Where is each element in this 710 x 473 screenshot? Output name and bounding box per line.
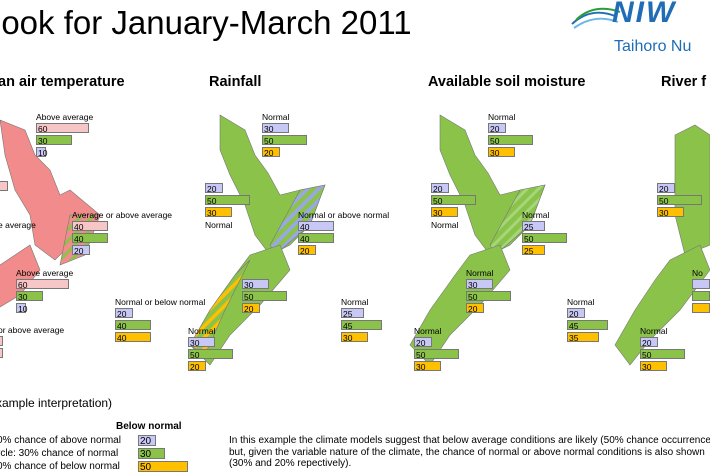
- temp-west-above-bar: [0, 181, 8, 191]
- river-ne-south-normal-bar: [692, 291, 710, 301]
- map-title-rainfall: Rainfall: [209, 74, 262, 90]
- rain-ne-south-normal-bar: 50: [242, 291, 287, 302]
- soil-north-above-bar: 20: [488, 123, 506, 134]
- map-title-temperature: an air temperature: [0, 74, 125, 90]
- river-west-normal-bar: 50: [657, 195, 702, 206]
- temp-sw-bar-2: [0, 348, 3, 358]
- river-west-above-bar: 20: [657, 183, 675, 194]
- rain-west-south-below-bar: 40: [115, 332, 151, 343]
- soil-west-south-label: Normal: [341, 297, 369, 307]
- soil-ne-south-normal-bar: 50: [466, 291, 511, 302]
- temp-north-below-bar: 10: [36, 147, 48, 158]
- river-west-south-normal-bar: 45: [567, 320, 608, 331]
- soil-west-south-normal-bar: 45: [341, 320, 382, 331]
- soil-ne-south-above-bar: 30: [466, 279, 493, 290]
- map-title-river: River f: [661, 74, 707, 90]
- example-line-2: rcle: 30% chance of normal: [0, 448, 119, 459]
- rain-ne-south-below-bar: 20: [242, 303, 260, 314]
- rain-east-south-above-bar: 30: [188, 337, 215, 348]
- rain-east-south-normal-bar: 50: [188, 349, 233, 360]
- river-east-south-below-bar: 30: [640, 361, 667, 372]
- soil-west-south-above-bar: 25: [341, 308, 364, 319]
- example-bar-above: 20: [138, 435, 156, 447]
- rain-west-above-bar: 20: [205, 183, 223, 194]
- temp-east-above-bar: 40: [72, 221, 108, 232]
- page-title: look for January-March 2011: [0, 4, 412, 41]
- rain-west-normal-bar: 50: [205, 195, 250, 206]
- soil-east-south-above-bar: 20: [414, 337, 432, 348]
- example-heading: xample interpretation): [0, 396, 113, 410]
- rain-west-south-normal-bar: 40: [115, 320, 151, 331]
- logo-wordmark: NIW: [612, 0, 677, 29]
- temp-east-normal-bar: 40: [72, 233, 108, 244]
- temp-sw-bar-1: [0, 336, 3, 346]
- rain-east-normal-bar: 40: [298, 233, 334, 244]
- logo-subtitle: Taihoro Nu: [614, 38, 692, 55]
- rain-north-normal-bar: 50: [262, 135, 307, 146]
- rain-west-label: Normal: [205, 220, 233, 230]
- rain-west-below-bar: 30: [205, 207, 232, 218]
- rain-east-below-bar: 20: [298, 245, 316, 256]
- temp-sw-label: or above average: [0, 325, 65, 335]
- example-bar-normal: 30: [138, 448, 165, 460]
- temp-east-label: Average or above average: [72, 210, 173, 220]
- soil-east-south-label: Normal: [414, 326, 442, 336]
- temp-south-normal-bar: 30: [16, 291, 43, 302]
- rain-west-south-label: Normal or below normal: [115, 297, 206, 307]
- rain-north-label: Normal: [262, 112, 290, 122]
- rain-east-label: Normal or above normal: [298, 210, 390, 220]
- soil-map: [409, 114, 546, 366]
- soil-west-above-bar: 20: [431, 183, 449, 194]
- rain-west-south-above-bar: 20: [115, 308, 133, 319]
- river-west-south-below-bar: 35: [567, 332, 599, 343]
- river-west-below-bar: 30: [657, 207, 684, 218]
- temp-east-below-bar: 20: [72, 245, 90, 256]
- rain-north-below-bar: 20: [262, 147, 280, 158]
- river-east-south-above-bar: 20: [640, 337, 658, 348]
- example-bar-below: 50: [138, 461, 188, 473]
- temp-west-label: e average: [0, 220, 36, 230]
- example-category: Below normal: [116, 421, 182, 432]
- soil-east-normal-bar: 50: [522, 233, 567, 244]
- soil-ne-south-label: Normal: [466, 268, 494, 278]
- rainfall-map: [189, 114, 326, 366]
- niwa-swoosh-icon: [571, 7, 621, 29]
- temp-north-label: Above average: [36, 112, 94, 122]
- river-ne-south-above-bar: [692, 279, 710, 289]
- rain-north-above-bar: 30: [262, 123, 289, 134]
- soil-east-south-normal-bar: 50: [414, 349, 459, 360]
- temp-south-below-bar: 10: [16, 303, 28, 314]
- soil-north-label: Normal: [488, 112, 516, 122]
- soil-west-label: Normal: [431, 220, 459, 230]
- soil-east-below-bar: 25: [522, 245, 545, 256]
- soil-east-south-below-bar: 30: [414, 361, 441, 372]
- soil-east-above-bar: 25: [522, 221, 545, 232]
- soil-north-below-bar: 30: [488, 147, 515, 158]
- example-paragraph: In this example the climate models sugge…: [229, 435, 710, 469]
- river-west-south-above-bar: 20: [567, 308, 585, 319]
- temp-south-above-bar: 60: [16, 279, 69, 290]
- temp-north-normal-bar: 30: [36, 135, 72, 146]
- soil-east-label: Normal: [522, 210, 550, 220]
- soil-west-south-below-bar: 30: [341, 332, 368, 343]
- river-west-south-label: Normal: [567, 297, 595, 307]
- rain-east-above-bar: 40: [298, 221, 334, 232]
- soil-west-below-bar: 30: [431, 207, 458, 218]
- river-east-south-label: Normal: [640, 326, 668, 336]
- soil-ne-south-below-bar: 20: [466, 303, 484, 314]
- rain-east-south-label: Normal: [188, 326, 216, 336]
- river-east-south-normal-bar: 50: [640, 349, 685, 360]
- temp-south-label: Above average: [16, 268, 74, 278]
- example-line-3: 0% chance of below normal: [0, 461, 120, 472]
- soil-north-normal-bar: 50: [488, 135, 533, 146]
- river-ne-south-below-bar: [692, 303, 710, 313]
- river-ne-south-label: No: [692, 268, 703, 278]
- soil-west-normal-bar: 50: [431, 195, 476, 206]
- temp-north-above-bar: 60: [36, 123, 89, 134]
- map-title-soil: Available soil moisture: [428, 74, 586, 90]
- example-line-1: 0% chance of above normal: [0, 435, 121, 446]
- rain-ne-south-above-bar: 30: [242, 279, 269, 290]
- rain-east-south-below-bar: 20: [188, 361, 206, 372]
